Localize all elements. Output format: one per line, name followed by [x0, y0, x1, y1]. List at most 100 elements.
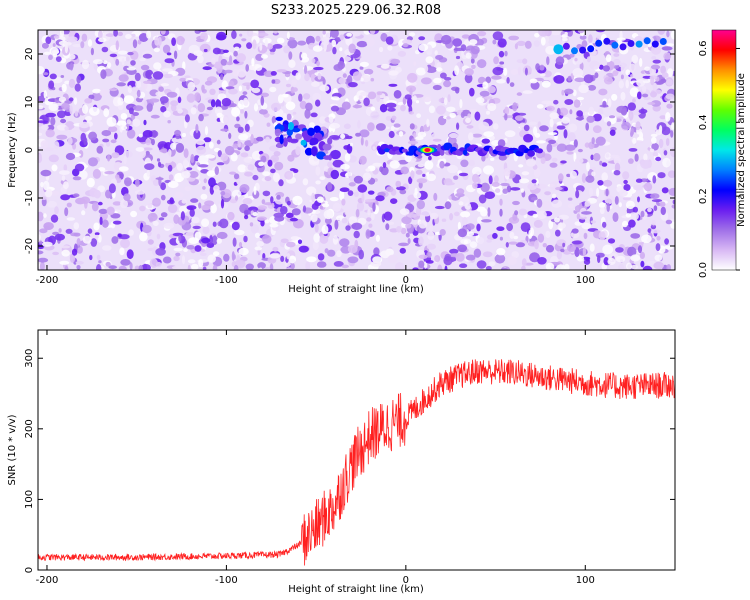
heatmap-cell — [161, 148, 168, 154]
heatmap-cell — [76, 75, 81, 84]
heatmap-cell — [127, 51, 134, 56]
heatmap-cell — [43, 90, 47, 99]
heatmap-cell — [400, 166, 410, 175]
heatmap-cell — [594, 72, 599, 79]
heatmap-cell — [347, 245, 358, 254]
heatmap-cell — [191, 263, 199, 270]
heatmap-cell — [252, 39, 257, 50]
heatmap-cell — [290, 236, 300, 241]
heatmap-cell — [271, 116, 277, 124]
heatmap-cell — [333, 64, 344, 71]
heatmap-cell — [588, 187, 594, 197]
heatmap-cell — [224, 69, 234, 74]
heatmap-cell — [198, 259, 204, 268]
heatmap-cell — [101, 130, 112, 137]
heatmap-cell — [638, 108, 648, 114]
heatmap-cell — [277, 94, 284, 104]
heatmap-cell — [225, 145, 235, 156]
heatmap-cell — [551, 157, 558, 162]
heatmap-cell — [225, 86, 235, 90]
heatmap-cell — [147, 239, 154, 245]
heatmap-cell — [461, 34, 470, 39]
heatmap-cell — [359, 129, 370, 138]
heatmap-cell — [120, 199, 128, 209]
heatmap-cell — [488, 261, 496, 267]
heatmap-cell — [142, 53, 153, 59]
heatmap-cell — [418, 220, 428, 229]
heatmap-cell — [365, 168, 371, 172]
heatmap-xtick-label: -100 — [215, 275, 238, 286]
heatmap-cell — [485, 76, 492, 84]
heatmap-cell — [53, 35, 60, 39]
heatmap-cell — [454, 65, 460, 76]
heatmap-cell — [460, 211, 471, 218]
heatmap-cell — [650, 100, 662, 107]
heatmap-cell — [546, 105, 555, 112]
heatmap-cell — [285, 101, 296, 111]
heatmap-cell — [116, 56, 128, 62]
heatmap-cell — [472, 133, 483, 138]
heatmap-cell — [228, 132, 232, 139]
heatmap-cell — [210, 99, 216, 108]
heatmap-cell — [130, 210, 138, 218]
heatmap-cell — [357, 184, 368, 193]
heatmap-cell — [472, 173, 480, 183]
heatmap-cell — [236, 116, 240, 122]
heatmap-bright-spot — [424, 148, 431, 152]
heatmap-cell — [563, 129, 568, 139]
heatmap-cell — [602, 179, 613, 187]
heatmap-cell — [509, 231, 515, 239]
heatmap-cell — [299, 100, 307, 110]
heatmap-cell — [487, 207, 491, 217]
heatmap-cell — [376, 91, 383, 96]
heatmap-cell — [655, 129, 662, 136]
heatmap-cell — [260, 95, 265, 106]
heatmap-cell — [236, 68, 247, 78]
heatmap-cell — [538, 30, 549, 37]
heatmap-cell — [95, 234, 99, 239]
heatmap-cell — [256, 241, 265, 247]
heatmap-cell — [356, 201, 365, 212]
heatmap-cell — [330, 149, 341, 160]
heatmap-cell — [75, 260, 84, 265]
heatmap-cell — [519, 178, 530, 184]
heatmap-cell — [238, 241, 243, 248]
heatmap-cell — [456, 122, 460, 130]
heatmap-cell — [508, 241, 518, 245]
heatmap-cell — [86, 177, 95, 188]
heatmap-cell — [526, 158, 536, 167]
heatmap-cell — [439, 160, 445, 169]
heatmap-cell — [252, 212, 258, 217]
heatmap-cell — [595, 30, 606, 33]
heatmap-cell — [163, 73, 173, 79]
heatmap-cell — [108, 265, 117, 270]
line-ytick-label: 300 — [24, 349, 35, 368]
heatmap-cell — [503, 168, 511, 177]
heatmap-cell — [582, 247, 587, 257]
heatmap-cell — [212, 264, 218, 270]
heatmap-cell — [187, 259, 196, 264]
heatmap-cell — [528, 229, 533, 239]
heatmap-cell — [98, 37, 107, 43]
heatmap-cell — [220, 58, 228, 66]
heatmap-cell — [312, 45, 323, 52]
heatmap-cell — [258, 267, 263, 270]
heatmap-cell — [395, 180, 402, 188]
heatmap-patch-cell — [562, 42, 570, 50]
heatmap-cell — [564, 99, 574, 105]
heatmap-cell — [184, 186, 192, 192]
heatmap-cell — [475, 97, 485, 104]
heatmap-cell — [236, 178, 241, 185]
heatmap-cell — [233, 264, 239, 270]
heatmap-cell — [671, 84, 675, 89]
heatmap-cell — [233, 50, 238, 57]
heatmap-cell — [330, 169, 340, 180]
heatmap-cell — [134, 265, 140, 270]
heatmap-cell — [606, 121, 612, 127]
heatmap-cell — [395, 262, 404, 270]
heatmap-cell — [640, 159, 652, 169]
heatmap-cell — [257, 205, 268, 210]
heatmap-cell — [297, 172, 304, 176]
heatmap-cell — [324, 248, 329, 254]
heatmap-cell — [469, 241, 478, 249]
